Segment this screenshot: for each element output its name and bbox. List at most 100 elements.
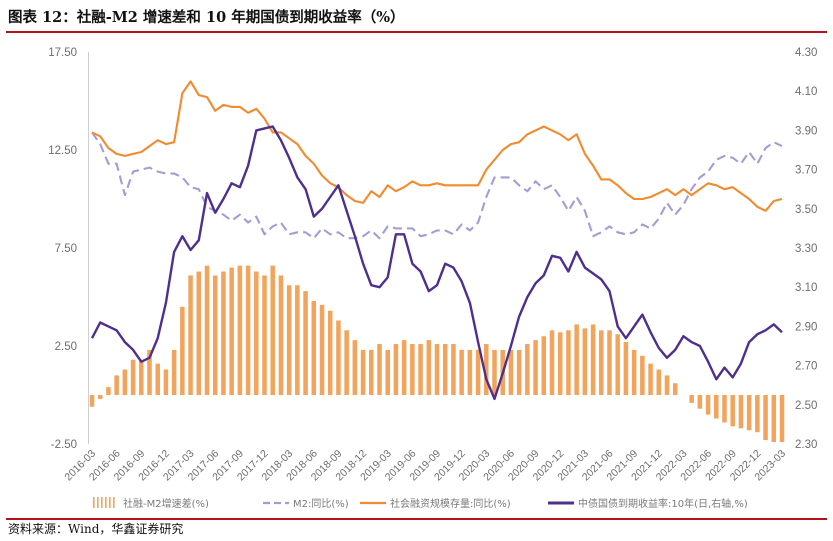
bar-social-financing-m2-spread — [557, 332, 563, 395]
footer-rule — [6, 518, 827, 520]
bar-social-financing-m2-spread — [705, 395, 711, 415]
bar-social-financing-m2-spread — [722, 395, 727, 423]
bar-social-financing-m2-spread — [689, 395, 694, 403]
bar-social-financing-m2-spread — [763, 395, 768, 441]
right-axis-tick-label: 4.10 — [795, 86, 817, 98]
legend-entry-label: 中债国债到期收益率:10年(日,右轴,%) — [578, 497, 748, 510]
source-note: 资料来源：Wind，华鑫证券研究 — [8, 522, 184, 536]
bar-social-financing-m2-spread — [122, 369, 128, 395]
bar-social-financing-m2-spread — [237, 265, 243, 395]
right-axis-tick-label: 3.30 — [795, 243, 817, 255]
right-axis-tick-label: 3.70 — [795, 165, 817, 177]
bar-social-financing-m2-spread — [426, 340, 432, 395]
legend-swatch-bar — [101, 497, 103, 508]
bar-social-financing-m2-spread — [599, 330, 604, 395]
bar-social-financing-m2-spread — [270, 265, 275, 395]
bar-social-financing-m2-spread — [714, 395, 719, 419]
bar-social-financing-m2-spread — [171, 349, 177, 395]
left-axis-tick-label: 17.50 — [48, 47, 77, 59]
bar-social-financing-m2-spread — [574, 324, 579, 395]
bar-social-financing-m2-spread — [631, 349, 637, 395]
bar-social-financing-m2-spread — [533, 340, 538, 395]
bar-social-financing-m2-spread — [393, 344, 399, 395]
bar-social-financing-m2-spread — [295, 285, 300, 395]
bar-social-financing-m2-spread — [672, 383, 678, 395]
legend-swatch-bar — [109, 497, 111, 508]
bar-social-financing-m2-spread — [607, 330, 612, 395]
bar-social-financing-m2-spread — [492, 349, 497, 395]
bar-social-financing-m2-spread — [590, 324, 596, 395]
bar-social-financing-m2-spread — [336, 320, 341, 395]
bar-social-financing-m2-spread — [229, 267, 234, 395]
bar-social-financing-m2-spread — [541, 336, 547, 395]
legend-swatch-bar — [105, 497, 107, 508]
title-rule — [6, 31, 827, 33]
right-axis-tick-label: 2.30 — [795, 439, 817, 451]
legend-swatch-bar — [113, 497, 115, 508]
bar-social-financing-m2-spread — [89, 395, 95, 407]
right-axis-tick-label: 2.90 — [795, 321, 817, 333]
bar-social-financing-m2-spread — [582, 328, 588, 395]
bar-social-financing-m2-spread — [467, 349, 473, 395]
bar-social-financing-m2-spread — [648, 363, 653, 395]
bar-social-financing-m2-spread — [286, 285, 292, 395]
bar-social-financing-m2-spread — [401, 340, 407, 395]
bar-social-financing-m2-spread — [484, 344, 489, 395]
bar-social-financing-m2-spread — [221, 271, 226, 395]
bar-social-financing-m2-spread — [451, 344, 456, 395]
legend-entry-label: 社会融资规模存量:同比(%) — [390, 497, 511, 510]
bar-social-financing-m2-spread — [188, 275, 193, 395]
left-axis-tick-label: -2.50 — [51, 439, 77, 451]
bar-social-financing-m2-spread — [442, 344, 448, 395]
bar-social-financing-m2-spread — [147, 349, 152, 395]
bar-social-financing-m2-spread — [623, 342, 629, 395]
bar-social-financing-m2-spread — [410, 344, 415, 395]
bar-social-financing-m2-spread — [360, 349, 366, 395]
right-axis-tick-label: 2.70 — [795, 361, 817, 373]
bar-social-financing-m2-spread — [516, 349, 522, 395]
bar-social-financing-m2-spread — [319, 304, 325, 395]
bar-social-financing-m2-spread — [204, 265, 210, 395]
bar-social-financing-m2-spread — [163, 369, 169, 395]
bar-social-financing-m2-spread — [779, 395, 785, 443]
left-axis-tick-label: 12.50 — [48, 145, 77, 157]
bar-social-financing-m2-spread — [196, 271, 202, 395]
bar-social-financing-m2-spread — [746, 395, 752, 431]
bar-social-financing-m2-spread — [254, 271, 259, 395]
bar-social-financing-m2-spread — [311, 300, 317, 395]
bar-social-financing-m2-spread — [475, 349, 481, 395]
line-social-financing-yoy — [91, 80, 783, 212]
left-axis-tick-label: 2.50 — [55, 341, 77, 353]
bar-social-financing-m2-spread — [369, 349, 374, 395]
right-axis-tick-label: 3.90 — [795, 125, 817, 137]
bar-social-financing-m2-spread — [155, 363, 160, 395]
right-axis-tick-label: 4.30 — [795, 47, 817, 59]
legend-swatch-bar — [93, 497, 95, 508]
right-axis-tick-label: 3.10 — [795, 282, 817, 294]
bar-social-financing-m2-spread — [114, 375, 119, 395]
bar-social-financing-m2-spread — [130, 359, 136, 395]
right-axis-tick-label: 2.50 — [795, 400, 817, 412]
right-axis-tick-label: 3.50 — [795, 204, 817, 216]
bar-social-financing-m2-spread — [377, 344, 382, 395]
bar-social-financing-m2-spread — [755, 395, 760, 433]
legend-entry-label: M2:同比(%) — [293, 498, 349, 510]
bar-social-financing-m2-spread — [97, 395, 103, 399]
bar-social-financing-m2-spread — [771, 395, 777, 443]
bar-social-financing-m2-spread — [434, 344, 440, 395]
bar-social-financing-m2-spread — [212, 275, 218, 395]
bar-social-financing-m2-spread — [352, 340, 358, 395]
legend-entry-label: 社融-M2增速差(%) — [123, 497, 209, 510]
line-m2-yoy — [91, 131, 783, 240]
bar-social-financing-m2-spread — [549, 330, 555, 395]
bar-social-financing-m2-spread — [640, 355, 645, 395]
bar-social-financing-m2-spread — [180, 306, 185, 395]
bar-social-financing-m2-spread — [697, 395, 703, 409]
bar-social-financing-m2-spread — [664, 375, 670, 395]
legend-swatch-bar — [97, 497, 99, 508]
bar-social-financing-m2-spread — [418, 344, 423, 395]
bar-social-financing-m2-spread — [106, 387, 111, 395]
bar-social-financing-m2-spread — [303, 291, 308, 395]
bar-social-financing-m2-spread — [139, 359, 144, 395]
